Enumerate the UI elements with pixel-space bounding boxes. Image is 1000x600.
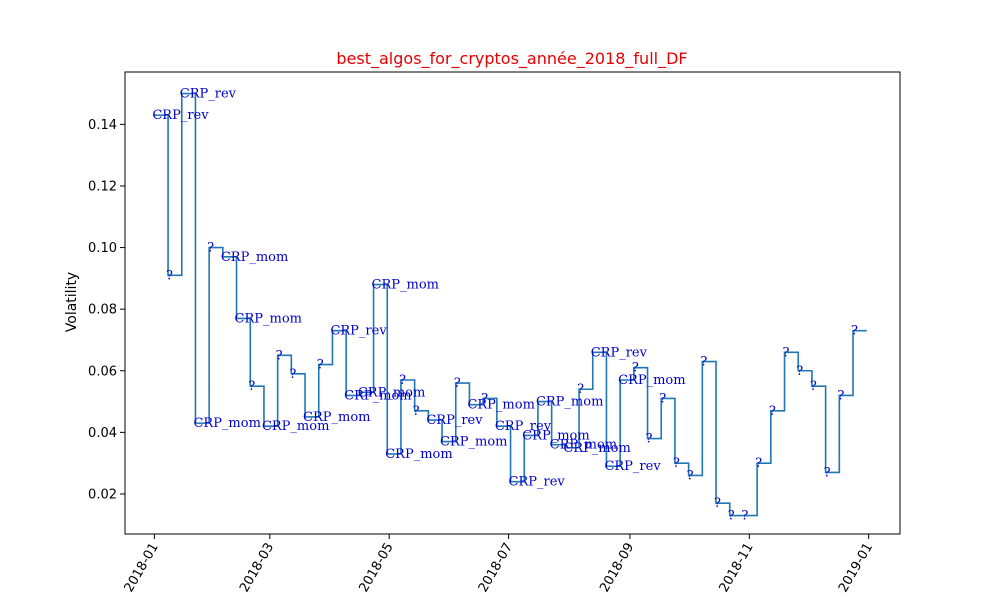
data-label: ?	[399, 373, 406, 388]
data-label: ?	[700, 355, 707, 370]
data-label: ?	[769, 404, 776, 419]
data-label: ?	[632, 361, 639, 376]
data-label: ?	[481, 391, 488, 406]
x-tick-label: 2018-05	[357, 541, 397, 596]
series-line	[154, 92, 867, 517]
y-tick-label: 0.12	[88, 179, 117, 194]
data-label: CRP_mom	[358, 385, 425, 400]
x-tick-label: 2018-01	[122, 541, 162, 596]
data-label: ?	[851, 324, 858, 339]
data-label: CRP_mom	[467, 398, 534, 413]
data-label: CRP_mom	[618, 373, 685, 388]
y-axis-label: Volatility	[64, 272, 80, 332]
y-tick-label: 0.04	[88, 426, 117, 441]
data-label: CRP_mom	[372, 278, 439, 293]
data-label: CRP_mom	[193, 416, 260, 431]
data-label: ?	[673, 456, 680, 471]
data-label: ?	[755, 456, 762, 471]
y-tick-label: 0.06	[88, 364, 117, 379]
data-label: CRP_mom	[522, 428, 589, 443]
y-tick-label: 0.10	[88, 241, 117, 256]
data-label: CRP_mom	[344, 388, 411, 403]
data-label: ?	[687, 468, 694, 483]
data-label: ?	[289, 367, 296, 382]
data-label: ?	[646, 432, 653, 447]
data-label: ?	[783, 345, 790, 360]
data-label: CRP_rev	[152, 108, 209, 123]
data-label: CRP_mom	[440, 435, 507, 450]
data-label: ?	[741, 509, 748, 524]
y-tick-label: 0.02	[88, 487, 117, 502]
data-label: ?	[317, 358, 324, 373]
chart-title: best_algos_for_cryptos_année_2018_full_D…	[336, 49, 687, 69]
x-tick-label: 2018-09	[597, 541, 637, 596]
data-label: ?	[824, 465, 831, 480]
data-label: CRP_rev	[604, 459, 661, 474]
x-tick-label: 2018-11	[717, 541, 757, 596]
data-label: ?	[810, 379, 817, 394]
data-label: ?	[454, 376, 461, 391]
data-label: CRP_mom	[563, 441, 630, 456]
data-label: CRP_mom	[536, 395, 603, 410]
data-label: ?	[413, 404, 420, 419]
x-tick-label: 2018-07	[476, 541, 516, 596]
y-tick-label: 0.08	[88, 303, 117, 318]
x-tick-label: 2018-03	[237, 541, 277, 596]
data-label: CRP_mom	[262, 419, 329, 434]
y-tick-label: 0.14	[88, 118, 117, 133]
data-label: ?	[207, 241, 214, 256]
data-label: ?	[248, 379, 255, 394]
data-label: CRP_rev	[330, 324, 387, 339]
data-label: ?	[728, 509, 735, 524]
data-label: ?	[837, 388, 844, 403]
data-label: CRP_rev	[509, 475, 566, 490]
data-label: ?	[577, 382, 584, 397]
data-label: CRP_rev	[591, 345, 648, 360]
data-label: ?	[659, 391, 666, 406]
data-label: ?	[276, 348, 283, 363]
x-tick-label: 2019-01	[836, 541, 876, 596]
chart-marks: CRP_rev?CRP_revCRP_mom?CRP_momCRP_mom?CR…	[152, 87, 867, 524]
data-label: CRP_mom	[221, 250, 288, 265]
plot-area-frame	[124, 71, 901, 535]
data-label: CRP_mom	[235, 311, 302, 326]
data-label: CRP_rev	[426, 413, 483, 428]
data-label: CRP_mom	[550, 438, 617, 453]
data-label: ?	[714, 496, 721, 511]
data-label: CRP_rev	[495, 419, 552, 434]
data-label: CRP_rev	[180, 87, 237, 102]
data-label: CRP_mom	[303, 410, 370, 425]
data-label: ?	[796, 364, 803, 379]
data-label: CRP_mom	[385, 447, 452, 462]
data-label: ?	[166, 268, 173, 283]
